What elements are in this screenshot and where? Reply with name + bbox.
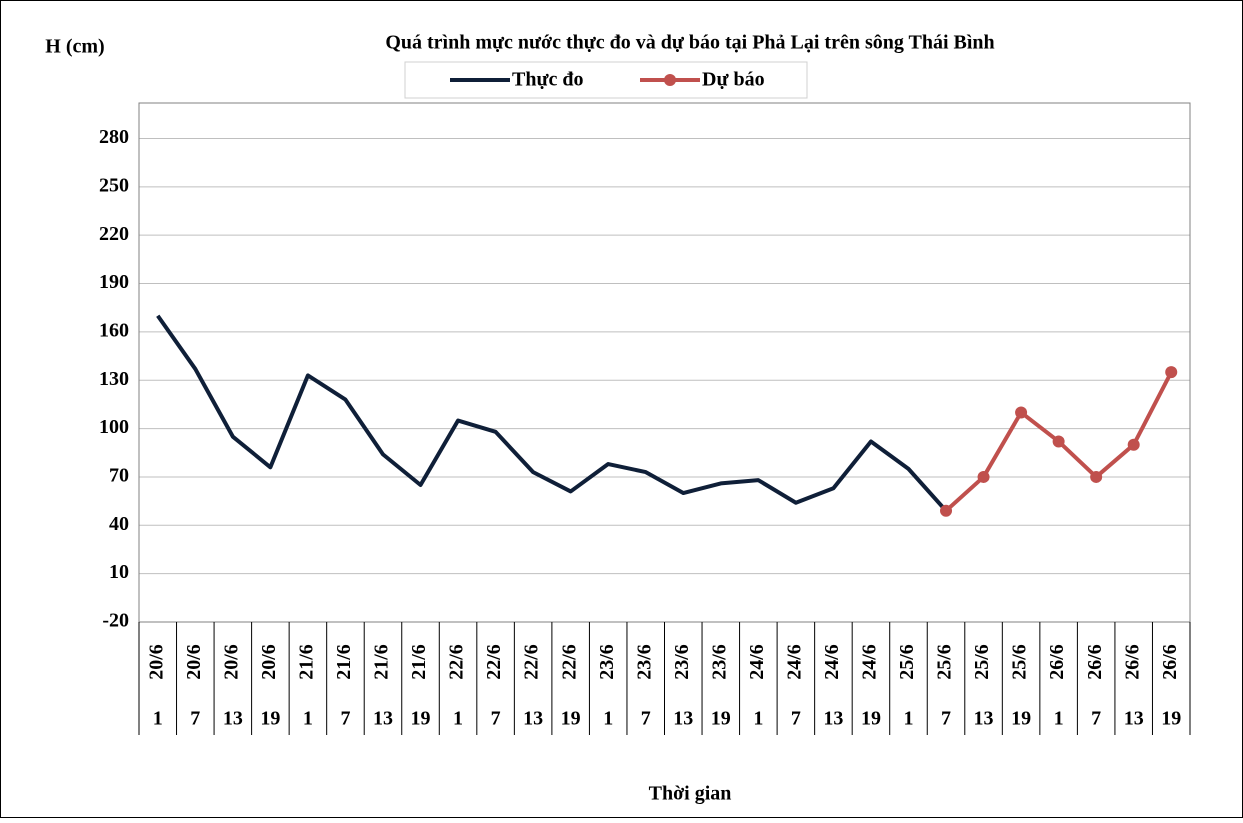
- series-line: [156, 314, 948, 513]
- x-hour-label: 7: [1091, 708, 1101, 730]
- x-tick-label: 24/6: [821, 644, 843, 680]
- x-tick-label: 21/6: [371, 644, 393, 680]
- x-hour-label: 1: [1054, 708, 1064, 730]
- x-tick-label: 20/6: [258, 644, 280, 680]
- x-tick-label: 21/6: [408, 644, 430, 680]
- x-tick-label: 23/6: [596, 644, 618, 680]
- y-tick-label: 70: [109, 465, 129, 487]
- series-point: [1127, 438, 1140, 451]
- x-hour-label: 1: [753, 708, 763, 730]
- x-hour-label: 1: [603, 708, 613, 730]
- x-tick-label: 24/6: [859, 644, 881, 680]
- x-tick-label: 23/6: [708, 644, 730, 680]
- x-tick-label: 24/6: [746, 644, 768, 680]
- x-tick-label: 26/6: [1084, 644, 1106, 680]
- x-axis-label: Thời gian: [649, 783, 732, 805]
- x-hour-label: 19: [411, 708, 431, 730]
- x-hour-label: 19: [1011, 708, 1031, 730]
- x-tick-label: 25/6: [971, 644, 993, 680]
- x-tick-label: 22/6: [558, 644, 580, 680]
- x-tick-label: 26/6: [1159, 644, 1181, 680]
- legend-label: Dự báo: [702, 69, 765, 91]
- x-hour-label: 19: [1161, 708, 1181, 730]
- x-tick-label: 25/6: [934, 644, 956, 680]
- x-hour-label: 13: [223, 708, 243, 730]
- chart-title: Quá trình mực nước thực đo và dự báo tại…: [385, 32, 994, 54]
- x-tick-label: 26/6: [1046, 644, 1068, 680]
- x-tick-label: 24/6: [783, 644, 805, 680]
- series-point: [1052, 435, 1065, 448]
- x-hour-label: 7: [791, 708, 801, 730]
- x-hour-label: 13: [673, 708, 693, 730]
- y-tick-label: 130: [99, 368, 129, 390]
- x-tick-label: 22/6: [446, 644, 468, 680]
- x-tick-label: 21/6: [333, 644, 355, 680]
- x-hour-label: 1: [303, 708, 313, 730]
- x-tick-label: 21/6: [296, 644, 318, 680]
- x-tick-label: 20/6: [145, 644, 167, 680]
- x-tick-label: 23/6: [633, 644, 655, 680]
- x-hour-label: 19: [711, 708, 731, 730]
- y-tick-label: 40: [109, 513, 129, 535]
- y-tick-label: 160: [99, 319, 129, 341]
- series-point: [977, 470, 990, 483]
- x-hour-label: 7: [340, 708, 350, 730]
- x-tick-label: 25/6: [1009, 644, 1031, 680]
- series-point: [940, 504, 953, 517]
- x-hour-label: 13: [1124, 708, 1144, 730]
- x-tick-label: 26/6: [1121, 644, 1143, 680]
- y-tick-label: 100: [99, 416, 129, 438]
- x-hour-label: 19: [861, 708, 881, 730]
- legend-marker: [664, 74, 676, 86]
- x-tick-label: 22/6: [521, 644, 543, 680]
- x-hour-label: 1: [903, 708, 913, 730]
- y-axis-label: H (cm): [45, 36, 104, 58]
- series-point: [1015, 406, 1028, 419]
- x-hour-label: 7: [190, 708, 200, 730]
- series-point: [1165, 366, 1178, 379]
- x-tick-label: 22/6: [483, 644, 505, 680]
- y-tick-label: 10: [109, 561, 129, 583]
- x-tick-label: 25/6: [896, 644, 918, 680]
- x-tick-label: 23/6: [671, 644, 693, 680]
- y-tick-label: 250: [99, 174, 129, 196]
- y-tick-label: -20: [102, 610, 129, 632]
- x-hour-label: 13: [823, 708, 843, 730]
- x-hour-label: 1: [153, 708, 163, 730]
- x-hour-label: 1: [453, 708, 463, 730]
- x-hour-label: 19: [260, 708, 280, 730]
- x-hour-label: 7: [941, 708, 951, 730]
- y-tick-label: 220: [99, 223, 129, 245]
- y-tick-label: 190: [99, 271, 129, 293]
- x-hour-label: 19: [561, 708, 581, 730]
- x-hour-label: 13: [523, 708, 543, 730]
- x-hour-label: 13: [373, 708, 393, 730]
- x-tick-label: 20/6: [183, 644, 205, 680]
- x-hour-label: 13: [974, 708, 994, 730]
- legend-label: Thực đo: [512, 69, 583, 91]
- series-point: [1090, 470, 1103, 483]
- x-hour-label: 7: [491, 708, 501, 730]
- x-tick-label: 20/6: [220, 644, 242, 680]
- x-hour-label: 7: [641, 708, 651, 730]
- y-tick-label: 280: [99, 126, 129, 148]
